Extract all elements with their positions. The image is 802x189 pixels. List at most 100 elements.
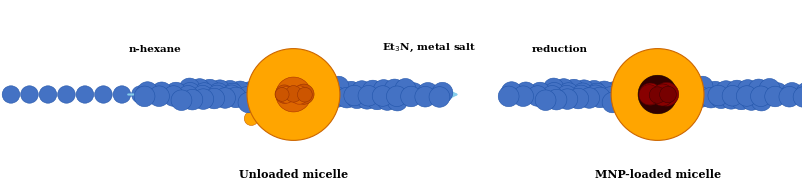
Ellipse shape [629, 80, 650, 101]
Ellipse shape [708, 83, 729, 104]
Ellipse shape [240, 82, 261, 102]
Ellipse shape [290, 86, 308, 104]
Ellipse shape [279, 86, 297, 103]
Ellipse shape [557, 83, 578, 103]
Ellipse shape [297, 87, 312, 102]
Ellipse shape [603, 82, 624, 102]
Ellipse shape [543, 82, 564, 103]
Ellipse shape [648, 87, 665, 103]
Ellipse shape [751, 83, 772, 103]
Ellipse shape [693, 82, 714, 102]
Ellipse shape [246, 91, 267, 111]
Ellipse shape [583, 81, 604, 101]
Ellipse shape [567, 88, 588, 109]
Ellipse shape [285, 86, 302, 102]
Ellipse shape [667, 89, 688, 110]
Ellipse shape [192, 85, 213, 106]
Ellipse shape [236, 87, 257, 107]
Ellipse shape [148, 86, 169, 106]
Ellipse shape [563, 79, 584, 100]
Ellipse shape [314, 79, 335, 99]
Ellipse shape [780, 83, 801, 103]
Ellipse shape [736, 80, 757, 100]
Ellipse shape [205, 86, 223, 103]
Ellipse shape [619, 78, 640, 98]
Ellipse shape [367, 89, 387, 110]
Ellipse shape [541, 86, 562, 106]
Ellipse shape [431, 82, 452, 103]
Ellipse shape [545, 89, 566, 110]
Ellipse shape [428, 87, 449, 107]
Ellipse shape [735, 86, 756, 106]
Ellipse shape [302, 81, 322, 101]
Ellipse shape [585, 85, 606, 106]
Ellipse shape [224, 86, 241, 103]
Ellipse shape [76, 86, 94, 103]
Ellipse shape [264, 88, 285, 108]
Ellipse shape [661, 88, 681, 108]
Ellipse shape [328, 76, 348, 97]
Ellipse shape [317, 92, 338, 113]
Ellipse shape [294, 84, 314, 104]
Ellipse shape [346, 88, 367, 108]
Ellipse shape [715, 81, 735, 101]
Ellipse shape [242, 91, 263, 112]
Ellipse shape [691, 76, 712, 97]
Ellipse shape [677, 92, 698, 112]
Ellipse shape [193, 83, 214, 103]
Ellipse shape [219, 81, 240, 101]
Ellipse shape [638, 83, 661, 105]
Ellipse shape [678, 79, 699, 99]
Ellipse shape [359, 83, 380, 104]
Ellipse shape [720, 89, 740, 109]
Ellipse shape [670, 90, 691, 111]
Ellipse shape [222, 83, 243, 104]
Ellipse shape [306, 90, 327, 111]
Ellipse shape [593, 81, 614, 102]
Ellipse shape [623, 88, 644, 109]
Ellipse shape [242, 86, 260, 103]
Text: Unloaded micelle: Unloaded micelle [239, 169, 347, 180]
Ellipse shape [570, 85, 591, 106]
Ellipse shape [610, 49, 703, 140]
Ellipse shape [177, 86, 198, 106]
Ellipse shape [95, 86, 112, 103]
Ellipse shape [778, 86, 799, 107]
Ellipse shape [252, 77, 273, 97]
Ellipse shape [619, 89, 640, 110]
Ellipse shape [269, 81, 290, 101]
Ellipse shape [281, 112, 295, 125]
Ellipse shape [275, 85, 294, 103]
Ellipse shape [237, 92, 258, 113]
Ellipse shape [179, 78, 200, 99]
Ellipse shape [362, 80, 383, 101]
Ellipse shape [553, 79, 573, 99]
Ellipse shape [721, 85, 742, 106]
Ellipse shape [214, 88, 235, 108]
Ellipse shape [204, 88, 225, 109]
Ellipse shape [687, 77, 707, 98]
Ellipse shape [132, 86, 149, 103]
Ellipse shape [297, 88, 318, 108]
Ellipse shape [527, 86, 547, 106]
Ellipse shape [171, 90, 192, 111]
Ellipse shape [572, 83, 592, 104]
Ellipse shape [192, 89, 213, 109]
Ellipse shape [199, 79, 220, 100]
Ellipse shape [690, 87, 711, 107]
Ellipse shape [189, 79, 210, 99]
Ellipse shape [395, 78, 415, 99]
Ellipse shape [764, 86, 784, 107]
Ellipse shape [674, 79, 695, 100]
Ellipse shape [534, 90, 555, 111]
Ellipse shape [134, 86, 155, 107]
Ellipse shape [654, 82, 678, 106]
Ellipse shape [300, 88, 321, 109]
Ellipse shape [665, 81, 686, 101]
Ellipse shape [400, 86, 421, 107]
Ellipse shape [529, 82, 549, 103]
Ellipse shape [740, 90, 761, 110]
Ellipse shape [303, 89, 324, 110]
Ellipse shape [244, 112, 258, 125]
Ellipse shape [710, 88, 731, 108]
